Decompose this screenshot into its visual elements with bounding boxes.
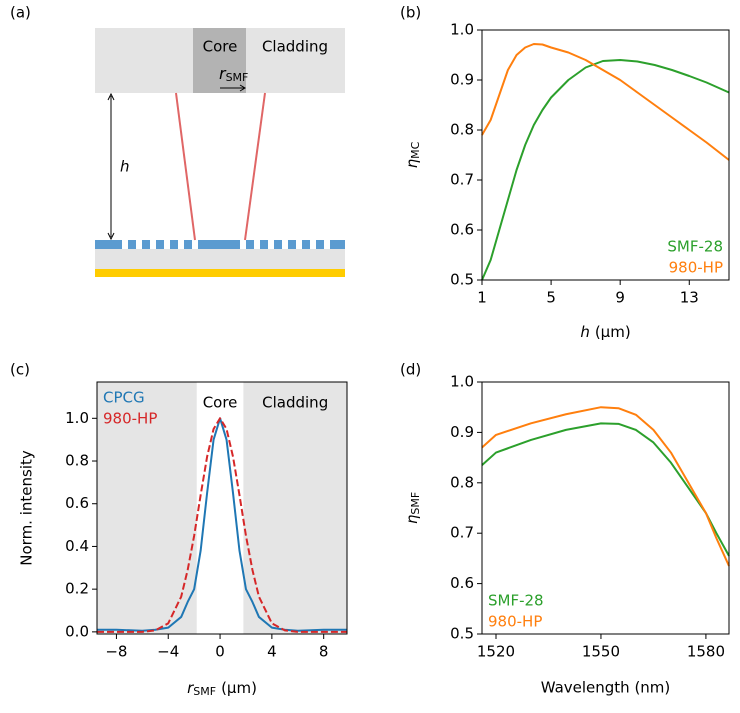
y-tick-label: 0.9 bbox=[450, 423, 474, 441]
core-label: Core bbox=[203, 38, 238, 56]
y-tick-label: 0.7 bbox=[450, 524, 474, 542]
radius-label: rSMF bbox=[219, 64, 248, 85]
axis-symbol: h bbox=[580, 323, 590, 341]
core-block bbox=[193, 28, 246, 93]
axis-unit: (μm) bbox=[221, 679, 257, 697]
y-tick-label: 0.6 bbox=[65, 494, 89, 512]
legend-entry: 980-HP bbox=[103, 410, 157, 428]
y-tick-label: 0.8 bbox=[65, 452, 89, 470]
height-label: h bbox=[120, 158, 130, 176]
axis-symbol: η bbox=[403, 158, 421, 168]
legend-entry: 980-HP bbox=[488, 613, 542, 631]
y-tick-label: 1.0 bbox=[450, 21, 474, 39]
axis-label: rSMF (μm) bbox=[187, 679, 257, 699]
axis-unit: (μm) bbox=[595, 323, 631, 341]
x-tick-label: 0 bbox=[215, 643, 225, 661]
y-tick-label: 0.8 bbox=[450, 121, 474, 139]
axis-subscript: MC bbox=[409, 141, 422, 158]
axes-frame bbox=[481, 381, 730, 635]
y-tick-label: 0.0 bbox=[65, 622, 89, 640]
cladding-label: Cladding bbox=[262, 38, 328, 56]
axis-label: Wavelength (nm) bbox=[541, 679, 671, 697]
x-tick-label: 1580 bbox=[687, 643, 725, 661]
beam-edge bbox=[244, 92, 266, 241]
shaded-region bbox=[97, 382, 197, 634]
x-tick-label: 13 bbox=[680, 289, 699, 307]
y-tick-label: 0.8 bbox=[450, 473, 474, 491]
axis-label: Norm. intensity bbox=[18, 450, 36, 566]
x-tick-label: 4 bbox=[267, 643, 277, 661]
x-tick-label: 1520 bbox=[477, 643, 515, 661]
axis-label: h (μm) bbox=[580, 323, 630, 341]
beam-edge bbox=[175, 92, 196, 241]
region-label: Core bbox=[203, 394, 238, 412]
y-tick-label: 1.0 bbox=[450, 373, 474, 391]
panel-label: (b) bbox=[400, 4, 421, 22]
legend-entry: SMF-28 bbox=[488, 592, 544, 610]
axis-subscript: SMF bbox=[409, 492, 422, 515]
axes-frame bbox=[96, 381, 348, 635]
x-tick-label: 5 bbox=[546, 289, 556, 307]
legend-entry: SMF-28 bbox=[667, 238, 723, 256]
legend-entry: 980-HP bbox=[669, 259, 723, 277]
data-line bbox=[97, 417, 347, 633]
axis-label: ηMC bbox=[403, 141, 423, 168]
panel-label: (d) bbox=[400, 361, 421, 379]
y-tick-label: 0.6 bbox=[450, 221, 474, 239]
x-tick-label: −4 bbox=[157, 643, 179, 661]
x-tick-label: −8 bbox=[105, 643, 127, 661]
axis-symbol: r bbox=[187, 679, 194, 697]
data-line bbox=[481, 43, 730, 161]
shaded-region bbox=[243, 382, 347, 634]
y-tick-label: 0.9 bbox=[450, 71, 474, 89]
radius-sub: SMF bbox=[226, 71, 249, 84]
height-arrow-heads bbox=[107, 92, 115, 241]
fiber-schematic: Core Cladding rSMF h bbox=[95, 28, 345, 277]
region-label: Cladding bbox=[262, 394, 328, 412]
axis-label: ηSMF bbox=[403, 492, 423, 524]
x-tick-label: 1 bbox=[477, 289, 487, 307]
radius-symbol: r bbox=[219, 64, 227, 83]
y-tick-label: 0.7 bbox=[450, 171, 474, 189]
y-tick-label: 0.4 bbox=[65, 537, 89, 555]
axes-frame bbox=[481, 29, 730, 281]
panel-label: (a) bbox=[10, 4, 31, 22]
radius-arrow-head bbox=[239, 84, 246, 92]
legend-entry: CPCG bbox=[103, 389, 145, 407]
x-tick-label: 1550 bbox=[582, 643, 620, 661]
panel-label: (c) bbox=[10, 361, 30, 379]
data-line bbox=[481, 406, 730, 567]
substrate bbox=[95, 249, 345, 269]
y-tick-label: 0.6 bbox=[450, 574, 474, 592]
data-line bbox=[481, 59, 730, 281]
x-tick-label: 8 bbox=[319, 643, 329, 661]
grating bbox=[95, 240, 345, 249]
x-tick-label: 9 bbox=[615, 289, 625, 307]
y-tick-label: 0.2 bbox=[65, 580, 89, 598]
axis-subscript: SMF bbox=[193, 685, 216, 698]
axis-symbol: η bbox=[403, 514, 421, 524]
mirror bbox=[95, 269, 345, 277]
y-tick-label: 1.0 bbox=[65, 409, 89, 427]
y-tick-label: 0.5 bbox=[450, 271, 474, 289]
y-tick-label: 0.5 bbox=[450, 625, 474, 643]
